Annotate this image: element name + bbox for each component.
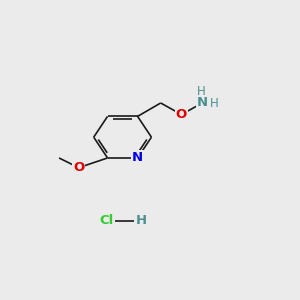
Text: H: H	[136, 214, 147, 227]
Text: N: N	[132, 152, 143, 164]
Text: H: H	[210, 97, 219, 110]
Text: N: N	[197, 97, 208, 110]
Text: H: H	[197, 85, 206, 98]
Text: O: O	[73, 161, 84, 174]
Text: Cl: Cl	[99, 214, 113, 227]
Text: O: O	[176, 108, 187, 121]
